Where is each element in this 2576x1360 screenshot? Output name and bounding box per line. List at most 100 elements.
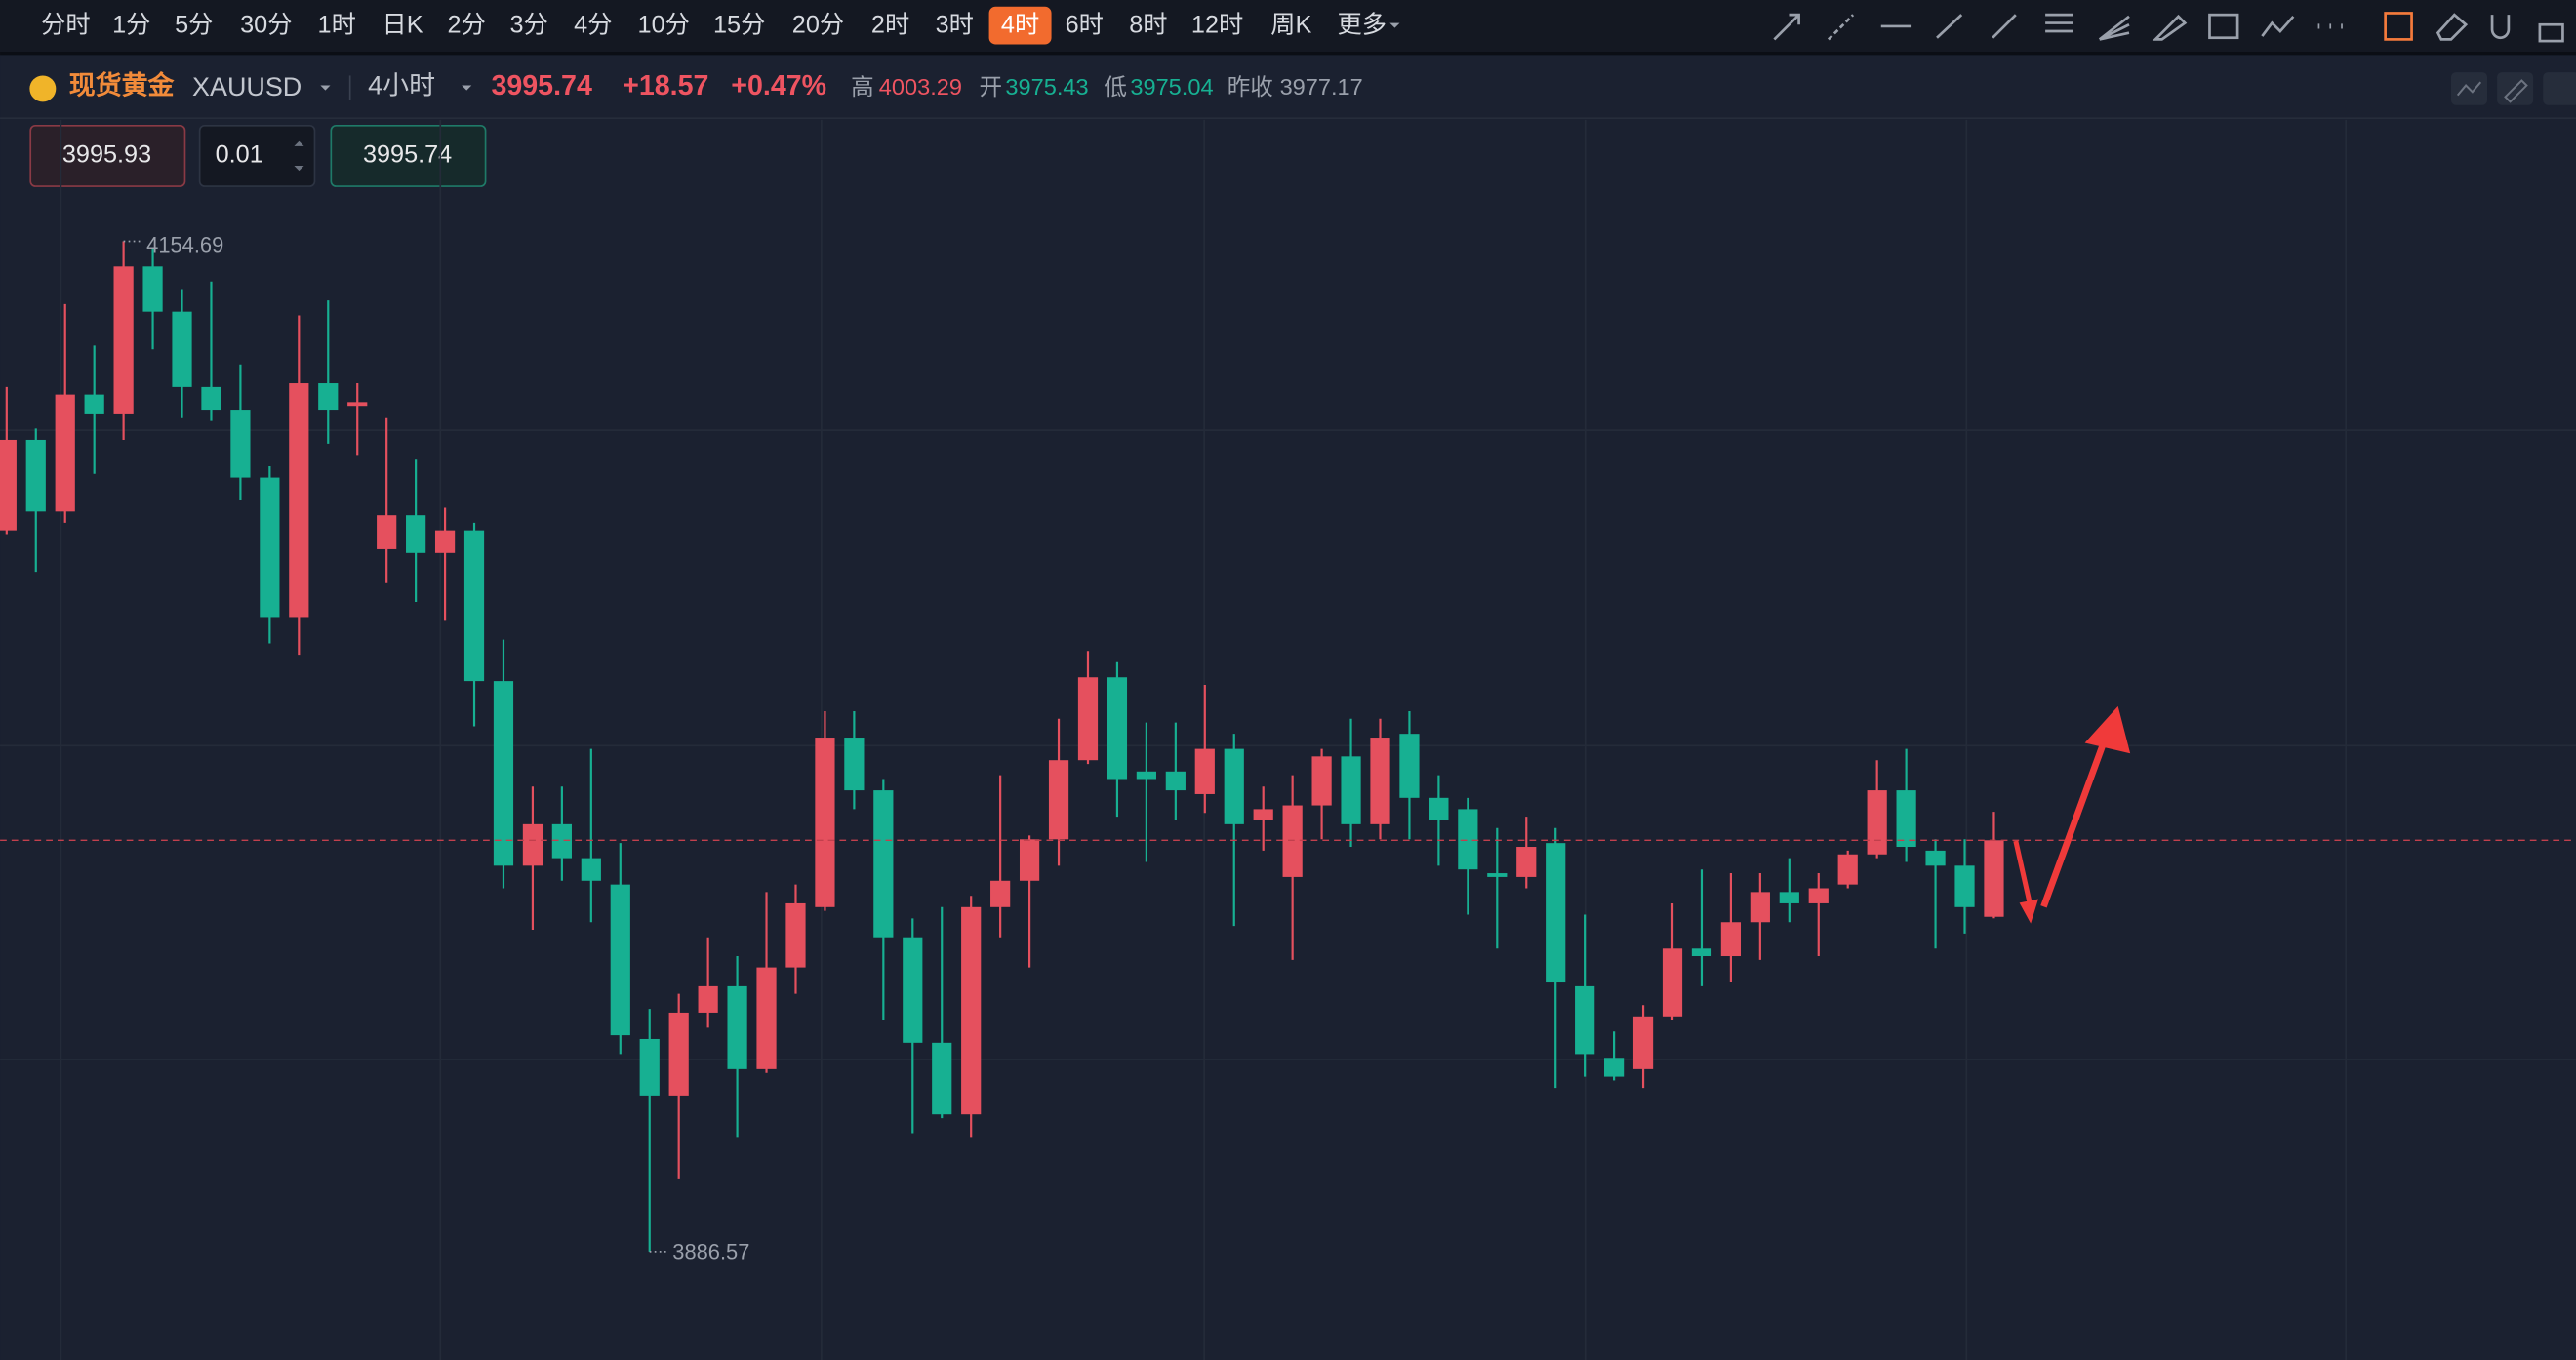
tool-pen[interactable]	[2152, 14, 2188, 41]
candle-body	[1925, 850, 1946, 866]
candle-body	[903, 937, 923, 1043]
price-change-pct: +0.47%	[731, 70, 826, 101]
timeframe-option[interactable]: 2时	[871, 12, 909, 39]
tool-lock[interactable]	[2538, 22, 2564, 43]
timeframe-option[interactable]: 周K	[1270, 12, 1311, 39]
symbol-code[interactable]: XAUUSD	[192, 72, 302, 101]
candle-body	[1194, 748, 1215, 794]
tool-segment[interactable]	[1936, 14, 1963, 39]
tool-image[interactable]	[2208, 13, 2239, 40]
candle-body	[318, 383, 339, 411]
candle-body	[1750, 892, 1770, 923]
tool-ray[interactable]	[1827, 14, 1855, 41]
prev-close-label: 昨收	[1228, 74, 1273, 100]
candle-body	[260, 477, 280, 618]
chart-controls	[2450, 72, 2576, 105]
candle-body	[610, 884, 630, 1036]
timeframe-option[interactable]: 30分	[240, 12, 292, 39]
candle-body	[932, 1042, 952, 1115]
candle-body	[230, 410, 251, 478]
timeframe-option[interactable]: 20分	[792, 12, 844, 39]
candle-body	[1224, 748, 1244, 824]
candle-body	[1077, 677, 1099, 761]
control-btn[interactable]	[2497, 72, 2534, 105]
candle-body	[1311, 756, 1332, 806]
low-label: 低	[1104, 74, 1127, 100]
symbol-name: 现货黄金	[69, 69, 176, 100]
candle-body	[1954, 865, 1975, 907]
dropdown-arrow	[320, 85, 331, 91]
candle-body	[1458, 809, 1478, 870]
timeframe-bar: 分时 1分 5分 30分 1时 日K 2分 3分 4分 10分 15分 20分 2时 3时 4时 6时 8时 12…	[41, 6, 1400, 45]
timeframe-option[interactable]: 2分	[448, 12, 486, 39]
tool-line[interactable]	[1992, 14, 2017, 39]
candle-body	[727, 985, 747, 1069]
candle-body	[1575, 985, 1595, 1055]
timeframe-option[interactable]: 15分	[713, 12, 765, 39]
tool-magnet[interactable]	[2490, 15, 2511, 39]
tool-fib[interactable]	[2045, 13, 2073, 33]
max-high-label: 4154.69	[146, 232, 223, 257]
candle-body	[551, 823, 572, 859]
timeframe-active	[988, 6, 1052, 45]
timeframe-option[interactable]: 日K	[382, 12, 423, 39]
buy-price[interactable]: 3995.74	[363, 141, 452, 169]
drawing-tools	[1773, 12, 2564, 43]
candle-body	[785, 902, 806, 968]
annotation-arrow	[2040, 735, 2110, 908]
tool-arrow[interactable]	[1773, 13, 1800, 41]
candle-body	[1896, 790, 1916, 848]
quantity[interactable]: 0.01	[216, 141, 263, 169]
candle-body	[1632, 1016, 1654, 1069]
timeframe-option[interactable]: 4分	[574, 12, 612, 39]
control-btn[interactable]	[2543, 72, 2576, 105]
candle-body	[1546, 843, 1566, 983]
buy-button[interactable]	[330, 124, 487, 187]
candle-body	[639, 1038, 660, 1096]
timeframe-option[interactable]: 10分	[638, 12, 690, 39]
candle-body	[1253, 809, 1273, 820]
tool-pattern[interactable]	[2261, 15, 2295, 37]
quantity-input[interactable]	[198, 124, 316, 187]
last-price: 3995.74	[491, 70, 592, 101]
timeframe-option[interactable]: 1分	[112, 12, 150, 39]
candle-body	[698, 985, 718, 1013]
tool-edit[interactable]	[2384, 12, 2413, 41]
candle-body	[1165, 771, 1186, 791]
timeframe-option[interactable]: 更多	[1338, 12, 1387, 39]
tool-fan[interactable]	[2098, 15, 2130, 41]
candle-body	[581, 858, 601, 881]
annotation-arrows	[2013, 705, 2131, 924]
candle-body	[434, 530, 456, 553]
candle-body	[522, 823, 543, 866]
sell-button[interactable]	[29, 124, 186, 187]
candle-body	[1282, 805, 1303, 877]
timeframe-option[interactable]: 3时	[936, 12, 974, 39]
price-change: +18.57	[623, 70, 708, 101]
candle-body	[1662, 948, 1683, 1017]
candle-body	[289, 383, 309, 618]
timeframe-option[interactable]: 1时	[318, 12, 356, 39]
toolbar-bg	[0, 0, 2576, 53]
timeframe-option[interactable]: 4时	[1001, 12, 1039, 39]
timeframe-option[interactable]: 3分	[510, 12, 548, 39]
timeframe-option[interactable]: 5分	[175, 12, 213, 39]
timeframe-option[interactable]: 6时	[1066, 12, 1104, 39]
period[interactable]: 4小时	[368, 70, 435, 100]
candle-body	[172, 311, 192, 387]
timeframe-option[interactable]: 12时	[1191, 12, 1243, 39]
candle-body	[1837, 854, 1858, 885]
timeframe-option[interactable]: 分时	[41, 12, 91, 39]
sell-price[interactable]: 3995.93	[62, 141, 151, 169]
candle-body	[844, 738, 865, 791]
annotation-arrow	[2013, 840, 2033, 907]
candle-body	[1487, 873, 1508, 877]
tool-eraser[interactable]	[2435, 13, 2469, 41]
candle-body	[961, 906, 982, 1115]
min-low-label: 3886.57	[672, 1239, 749, 1263]
timeframe-option[interactable]: 8时	[1129, 12, 1167, 39]
candle-body	[1720, 922, 1742, 957]
candle-body	[1516, 847, 1537, 877]
